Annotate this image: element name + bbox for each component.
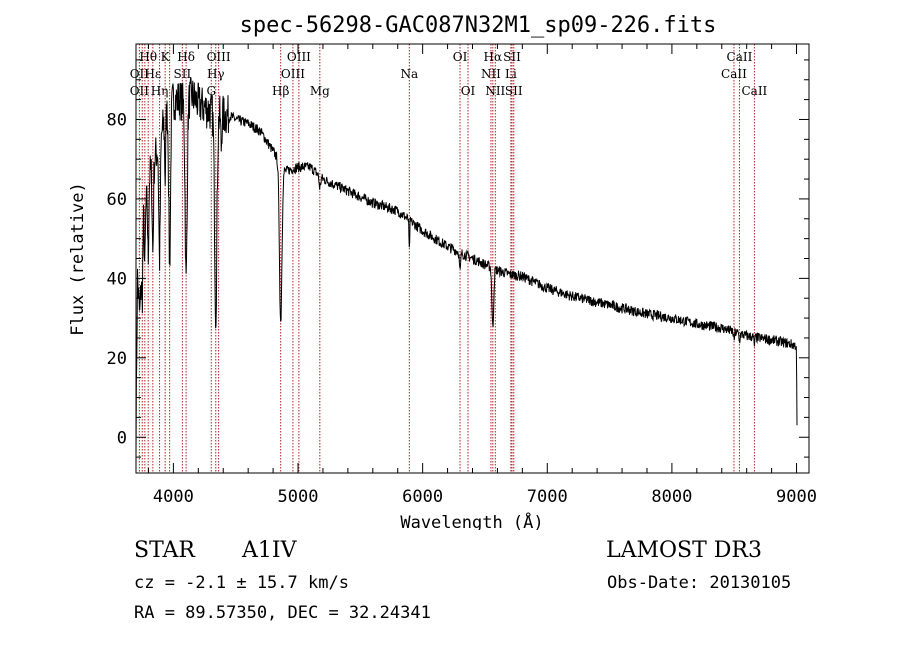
axis-tick-labels: 4000 5000 6000 7000 8000 9000 0 20 40 60 80: [107, 110, 817, 507]
line-label: Hη: [151, 84, 169, 98]
line-label: Hβ: [272, 84, 289, 98]
y-tick-label: 20: [107, 349, 127, 369]
object-subclass: A1IV: [242, 538, 297, 563]
y-tick-label: 60: [107, 190, 127, 210]
line-label: G: [206, 84, 216, 98]
x-tick-label: 7000: [527, 487, 568, 507]
line-label: K: [161, 50, 171, 64]
line-label: Hθ: [139, 50, 157, 64]
line-label: NII: [481, 67, 501, 81]
line-label: Hγ: [207, 67, 225, 81]
spectrum-chart: spec-56298-GAC087N32M1_sp09-226.fits Hθ K…: [68, 13, 817, 530]
line-label: OIII: [281, 67, 305, 81]
y-tick-label: 40: [107, 269, 127, 289]
y-tick-label: 80: [107, 110, 127, 130]
axis-ticks: [136, 44, 809, 473]
line-label: OIII: [207, 50, 231, 64]
x-tick-label: 4000: [153, 487, 194, 507]
x-axis-label: Wavelength (Å): [400, 511, 543, 530]
line-label: OI: [453, 50, 468, 64]
line-label: Hε: [144, 67, 161, 81]
observation-date: Obs-Date: 20130105: [607, 573, 792, 593]
line-label: Na: [400, 67, 418, 81]
line-label: OIII: [287, 50, 311, 64]
x-tick-label: 9000: [776, 487, 817, 507]
line-label: CaII: [721, 67, 747, 81]
line-label: Mg: [310, 84, 330, 98]
line-label: Li: [505, 67, 517, 81]
line-label: OII: [130, 67, 150, 81]
line-label: SII: [503, 50, 521, 64]
line-label: CaII: [727, 50, 753, 64]
y-axis-label: Flux (relative): [68, 182, 88, 336]
y-tick-label: 0: [117, 428, 127, 448]
object-class: STAR: [134, 538, 195, 563]
line-label: CaII: [741, 84, 767, 98]
line-markers: [138, 44, 755, 473]
line-label: OI: [461, 84, 476, 98]
survey-name: LAMOST DR3: [606, 538, 762, 563]
ra-dec-coordinates: RA = 89.57350, DEC = 32.24341: [134, 603, 431, 623]
spectrum-line: [135, 77, 798, 458]
line-label: NII: [485, 84, 505, 98]
line-label: OII: [130, 84, 150, 98]
line-label: SII: [505, 84, 523, 98]
x-tick-label: 6000: [402, 487, 443, 507]
line-label: Hδ: [177, 50, 195, 64]
x-tick-label: 5000: [278, 487, 319, 507]
line-label: SII: [174, 67, 192, 81]
line-label: Hα: [484, 50, 503, 64]
redshift-cz: cz = -2.1 ± 15.7 km/s: [134, 573, 349, 593]
chart-title: spec-56298-GAC087N32M1_sp09-226.fits: [240, 13, 717, 38]
x-tick-label: 8000: [651, 487, 692, 507]
